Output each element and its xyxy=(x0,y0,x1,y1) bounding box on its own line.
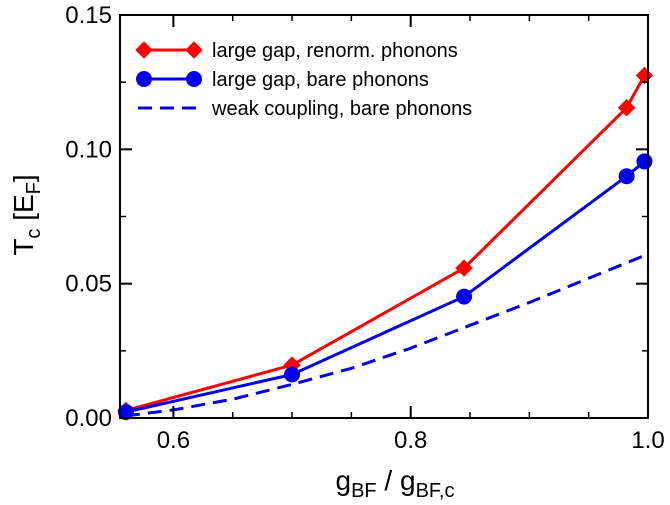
legend-marker xyxy=(185,41,203,59)
x-tick-label: 0.6 xyxy=(157,427,190,454)
y-tick-label: 0.10 xyxy=(65,136,112,163)
y-tick-label: 0.00 xyxy=(65,405,112,432)
series-large-gap-bare-phonons xyxy=(117,153,653,421)
axes: 0.6 0.8 1.0 0.00 0.05 0.10 0.15 xyxy=(65,2,664,454)
legend-label: large gap, bare phonons xyxy=(212,69,429,91)
series-line-weak-coupling-bare-phonons xyxy=(125,252,649,418)
data-point-large-gap-renorm-phonons-4 xyxy=(635,66,654,85)
data-point-large-gap-bare-phonons-3 xyxy=(618,168,635,185)
legend-label: weak coupling, bare phonons xyxy=(211,98,472,120)
data-point-large-gap-bare-phonons-4 xyxy=(636,153,653,170)
legend-marker xyxy=(135,41,153,59)
legend: large gap, renorm. phonons large gap, bar… xyxy=(135,40,472,120)
series-large-gap-renorm-phonons xyxy=(117,66,654,420)
series-line-large-gap-bare-phonons xyxy=(125,160,646,414)
x-tick-label: 1.0 xyxy=(631,427,664,454)
y-axis-label: Tc [EF] xyxy=(8,174,45,255)
data-point-large-gap-bare-phonons-1 xyxy=(284,366,301,383)
data-point-large-gap-renorm-phonons-3 xyxy=(617,98,636,117)
legend-entry-large-gap-renorm-phonons: large gap, renorm. phonons xyxy=(135,40,458,62)
legend-entry-weak-coupling-bare-phonons: weak coupling, bare phonons xyxy=(138,98,472,120)
legend-entry-large-gap-bare-phonons: large gap, bare phonons xyxy=(136,69,429,91)
x-axis-label: gBF / gBF,c xyxy=(336,465,455,500)
data-point-large-gap-renorm-phonons-2 xyxy=(455,259,473,277)
legend-label: large gap, renorm. phonons xyxy=(212,40,458,62)
x-axis-label-sep: / g xyxy=(377,465,416,496)
legend-marker xyxy=(136,71,152,87)
data-point-large-gap-bare-phonons-2 xyxy=(456,288,473,305)
y-axis-label-unit-sub: F xyxy=(23,182,45,194)
plot-area xyxy=(117,66,654,421)
x-tick-label: 0.8 xyxy=(394,427,427,454)
y-tick-label: 0.15 xyxy=(65,2,112,29)
series-line-large-gap-renorm-phonons xyxy=(125,74,646,412)
legend-marker xyxy=(186,71,202,87)
y-axis-label-sub: c xyxy=(23,229,45,239)
x-axis-label-main: g xyxy=(336,465,352,496)
y-axis-label-unit-open: [E xyxy=(8,194,39,228)
x-axis-label-sub1: BF xyxy=(351,480,377,500)
series-weak-coupling-bare-phonons xyxy=(125,252,649,418)
y-tick-label: 0.05 xyxy=(65,271,112,298)
x-axis-label-sub2: BF,c xyxy=(416,480,455,500)
y-axis-label-main: T xyxy=(8,239,39,256)
y-axis-label-unit-close: ] xyxy=(8,174,39,182)
